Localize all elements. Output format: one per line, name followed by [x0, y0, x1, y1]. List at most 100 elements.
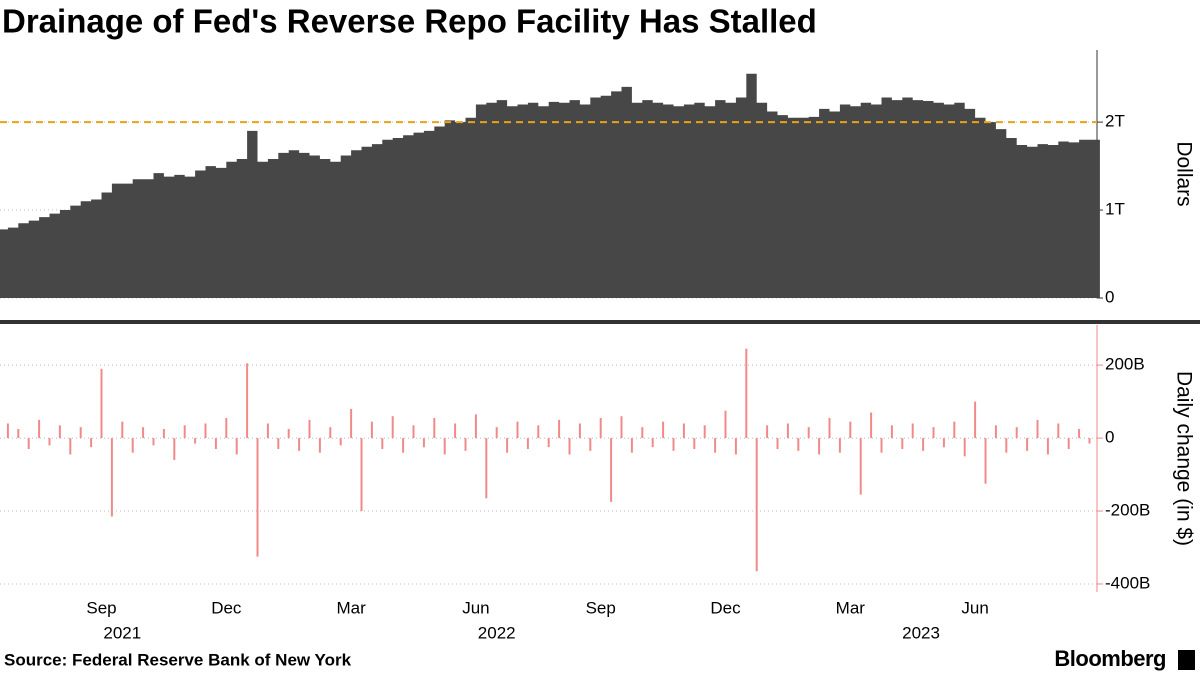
bar [578, 423, 581, 439]
x-tick-label: Mar [836, 598, 866, 617]
bar [526, 438, 529, 450]
y-tick-label: -200B [1105, 501, 1150, 520]
x-tick-label: Dec [710, 598, 741, 617]
bar [474, 414, 477, 439]
bar [641, 427, 644, 439]
bar [6, 423, 9, 439]
bar [235, 438, 238, 455]
bar [485, 438, 488, 499]
chart-title: Drainage of Fed's Reverse Repo Facility … [2, 3, 817, 40]
bar [214, 438, 217, 450]
y-tick-label: 1T [1105, 200, 1125, 219]
bar [256, 438, 259, 557]
bar [339, 438, 342, 446]
bar [402, 438, 405, 453]
bar [318, 438, 321, 453]
bar [391, 416, 394, 439]
bar [994, 425, 997, 439]
bar [870, 412, 873, 439]
bar [27, 438, 30, 450]
bar [620, 416, 623, 439]
source: Source: Federal Reserve Bank of New York [4, 650, 352, 669]
bar [755, 438, 758, 572]
bar [963, 438, 966, 457]
y-tick-label: 0 [1105, 287, 1114, 306]
y-tick-label: -400B [1105, 573, 1150, 592]
bar [651, 438, 654, 448]
bar [298, 438, 301, 451]
x-tick-label: Dec [211, 598, 242, 617]
bar [1005, 438, 1008, 453]
bar [1015, 427, 1018, 439]
bar [433, 418, 436, 439]
bar [807, 427, 810, 439]
bar [152, 438, 155, 446]
bar [630, 438, 633, 453]
bar [776, 438, 779, 450]
bar [48, 438, 51, 446]
bar [786, 423, 789, 439]
bar [828, 418, 831, 439]
bar [204, 423, 207, 439]
y-tick-label: 200B [1105, 355, 1145, 374]
brand-icon [1178, 650, 1195, 670]
bar [932, 427, 935, 439]
bar [495, 427, 498, 439]
bar [412, 425, 415, 439]
bar [672, 438, 675, 451]
bar [942, 438, 945, 448]
area [0, 73, 1100, 298]
bar [984, 438, 987, 484]
bar [194, 438, 197, 444]
bar [610, 438, 613, 502]
bar [79, 427, 82, 439]
bar [100, 368, 103, 439]
bar [599, 418, 602, 439]
bar [308, 419, 311, 439]
bar [266, 423, 269, 439]
x-tick-label: Jun [462, 598, 489, 617]
y-axis-title: Dollars [1172, 141, 1195, 206]
bar [162, 428, 165, 439]
bar [131, 438, 134, 453]
bar [849, 421, 852, 439]
bar [911, 423, 914, 439]
bar [142, 427, 145, 439]
panel-separator [0, 320, 1200, 324]
bar [506, 438, 509, 453]
bar [183, 425, 186, 439]
bar [1088, 438, 1091, 444]
bar [110, 438, 113, 517]
y-tick-label: 2T [1105, 112, 1125, 131]
bar [818, 438, 821, 455]
bar [1078, 428, 1081, 439]
bar [90, 438, 93, 448]
bar [724, 410, 727, 439]
bar [121, 421, 124, 439]
bar [246, 363, 249, 439]
x-year-label: 2023 [902, 623, 940, 642]
bar [890, 425, 893, 439]
y-tick-label: 0 [1105, 428, 1114, 447]
bar [277, 438, 280, 450]
bar [693, 438, 696, 450]
bar [17, 428, 20, 439]
bar [464, 438, 467, 451]
bar [173, 438, 176, 460]
bar [766, 425, 769, 439]
bar [350, 408, 353, 439]
bar [537, 425, 540, 439]
bar [901, 438, 904, 450]
bar [422, 438, 425, 448]
bar [838, 438, 841, 453]
bar [443, 438, 446, 455]
bar [1026, 438, 1029, 451]
bar [1046, 438, 1049, 455]
bar [745, 348, 748, 439]
bar [974, 401, 977, 439]
bar [558, 419, 561, 439]
bar [370, 421, 373, 439]
bar [880, 438, 883, 453]
bar [922, 438, 925, 451]
